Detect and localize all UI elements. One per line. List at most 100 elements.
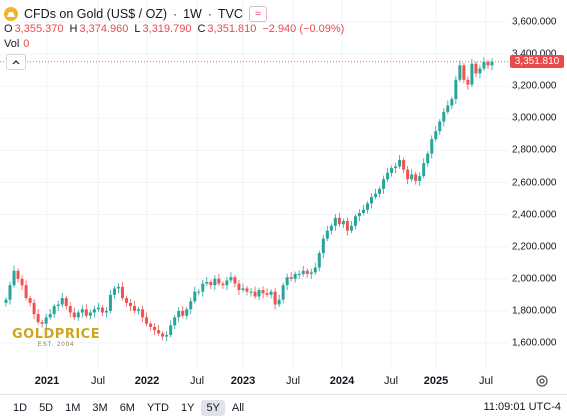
gear-icon[interactable] bbox=[535, 374, 549, 388]
candle-body[interactable] bbox=[157, 330, 161, 334]
candle-body[interactable] bbox=[458, 65, 462, 80]
candle-body[interactable] bbox=[16, 270, 20, 279]
candle-body[interactable] bbox=[124, 298, 128, 303]
candle-body[interactable] bbox=[414, 174, 418, 181]
candle-body[interactable] bbox=[321, 238, 325, 254]
range-button-5y[interactable]: 5Y bbox=[201, 399, 225, 416]
candle-body[interactable] bbox=[317, 253, 321, 268]
candle-body[interactable] bbox=[56, 304, 60, 307]
candle-body[interactable] bbox=[341, 221, 345, 225]
candle-body[interactable] bbox=[193, 291, 197, 302]
candle-body[interactable] bbox=[145, 317, 149, 324]
candle-body[interactable] bbox=[313, 267, 317, 273]
candle-body[interactable] bbox=[337, 217, 341, 225]
candle-body[interactable] bbox=[398, 160, 402, 167]
candle-body[interactable] bbox=[277, 299, 281, 305]
candle-body[interactable] bbox=[197, 291, 201, 293]
candle-body[interactable] bbox=[289, 277, 293, 279]
candle-body[interactable] bbox=[349, 225, 353, 231]
candle-body[interactable] bbox=[201, 283, 205, 292]
candle-body[interactable] bbox=[149, 323, 153, 327]
candle-body[interactable] bbox=[466, 79, 470, 85]
candle-body[interactable] bbox=[141, 309, 145, 318]
price-scale[interactable]: 3,600.000 3,400.000 3,200.000 3,000.000 2,80… bbox=[508, 0, 567, 370]
candle-body[interactable] bbox=[181, 310, 185, 316]
candle-body[interactable] bbox=[486, 62, 490, 66]
candle-body[interactable] bbox=[253, 291, 257, 297]
candle-body[interactable] bbox=[165, 334, 169, 337]
candle-body[interactable] bbox=[269, 291, 273, 295]
candle-body[interactable] bbox=[88, 312, 92, 316]
candle-body[interactable] bbox=[4, 299, 8, 303]
gold-symbol-icon[interactable] bbox=[4, 7, 18, 21]
candle-body[interactable] bbox=[378, 188, 382, 194]
candle-body[interactable] bbox=[390, 168, 394, 173]
candle-body[interactable] bbox=[217, 278, 221, 284]
candle-body[interactable] bbox=[48, 314, 52, 318]
candle-body[interactable] bbox=[76, 312, 80, 318]
candle-body[interactable] bbox=[20, 278, 24, 286]
time-axis[interactable]: 2021 Jul 2022 Jul 2023 Jul 2024 Jul 2025 Jul bbox=[0, 370, 567, 392]
candle-body[interactable] bbox=[329, 225, 333, 231]
candle-body[interactable] bbox=[382, 179, 386, 189]
candle-body[interactable] bbox=[225, 280, 229, 286]
candle-body[interactable] bbox=[161, 333, 165, 337]
candle-body[interactable] bbox=[345, 221, 349, 231]
candle-body[interactable] bbox=[454, 79, 458, 100]
candle-body[interactable] bbox=[213, 278, 217, 286]
candle-body[interactable] bbox=[80, 309, 84, 313]
candle-body[interactable] bbox=[245, 288, 249, 292]
candle-body[interactable] bbox=[438, 121, 442, 132]
candle-body[interactable] bbox=[418, 176, 422, 181]
candle-body[interactable] bbox=[386, 172, 390, 180]
candle-body[interactable] bbox=[52, 306, 56, 315]
candle-body[interactable] bbox=[442, 111, 446, 122]
candle-body[interactable] bbox=[116, 286, 120, 289]
candle-body[interactable] bbox=[478, 68, 482, 74]
candle-body[interactable] bbox=[84, 309, 88, 316]
range-button-5d[interactable]: 5D bbox=[39, 401, 54, 414]
candle-body[interactable] bbox=[92, 309, 96, 313]
candle-body[interactable] bbox=[137, 309, 141, 311]
candle-body[interactable] bbox=[96, 307, 100, 310]
candle-body[interactable] bbox=[333, 217, 337, 226]
candle-body[interactable] bbox=[120, 286, 124, 299]
candle-body[interactable] bbox=[422, 163, 426, 177]
candle-body[interactable] bbox=[112, 288, 116, 295]
range-button-1m[interactable]: 1M bbox=[65, 401, 81, 414]
candle-body[interactable] bbox=[28, 298, 32, 303]
chart-area[interactable] bbox=[0, 0, 508, 370]
candle-body[interactable] bbox=[173, 317, 177, 326]
symbol-title[interactable]: CFDs on Gold (US$ / OZ) bbox=[24, 7, 168, 21]
wave-icon[interactable]: ≈ bbox=[248, 6, 267, 22]
candle-body[interactable] bbox=[325, 230, 329, 239]
range-button-ytd[interactable]: YTD bbox=[146, 401, 169, 414]
candle-body[interactable] bbox=[133, 306, 137, 311]
candle-body[interactable] bbox=[44, 317, 48, 324]
source-label[interactable]: TVC bbox=[217, 7, 243, 21]
candle-body[interactable] bbox=[64, 298, 68, 307]
candle-body[interactable] bbox=[209, 282, 213, 286]
candle-body[interactable] bbox=[169, 325, 173, 335]
candle-body[interactable] bbox=[482, 62, 486, 69]
clock[interactable]: 11:09:01 UTC-4 bbox=[483, 401, 561, 413]
candle-body[interactable] bbox=[365, 203, 369, 210]
range-button-all[interactable]: All bbox=[231, 401, 245, 414]
candle-body[interactable] bbox=[189, 301, 193, 310]
candle-body[interactable] bbox=[357, 212, 361, 217]
candle-body[interactable] bbox=[24, 285, 28, 299]
candle-body[interactable] bbox=[490, 61, 494, 66]
candle-body[interactable] bbox=[293, 273, 297, 279]
candle-body[interactable] bbox=[8, 285, 12, 300]
candle-body[interactable] bbox=[229, 277, 233, 281]
range-button-1y[interactable]: 1Y bbox=[180, 401, 195, 414]
candle-body[interactable] bbox=[402, 160, 406, 170]
candle-body[interactable] bbox=[237, 283, 241, 291]
candle-body[interactable] bbox=[430, 139, 434, 154]
candle-body[interactable] bbox=[406, 169, 410, 180]
candle-body[interactable] bbox=[450, 99, 454, 106]
candle-body[interactable] bbox=[281, 285, 285, 300]
candle-body[interactable] bbox=[309, 272, 313, 274]
candle-body[interactable] bbox=[60, 298, 64, 305]
candle-body[interactable] bbox=[177, 310, 181, 318]
